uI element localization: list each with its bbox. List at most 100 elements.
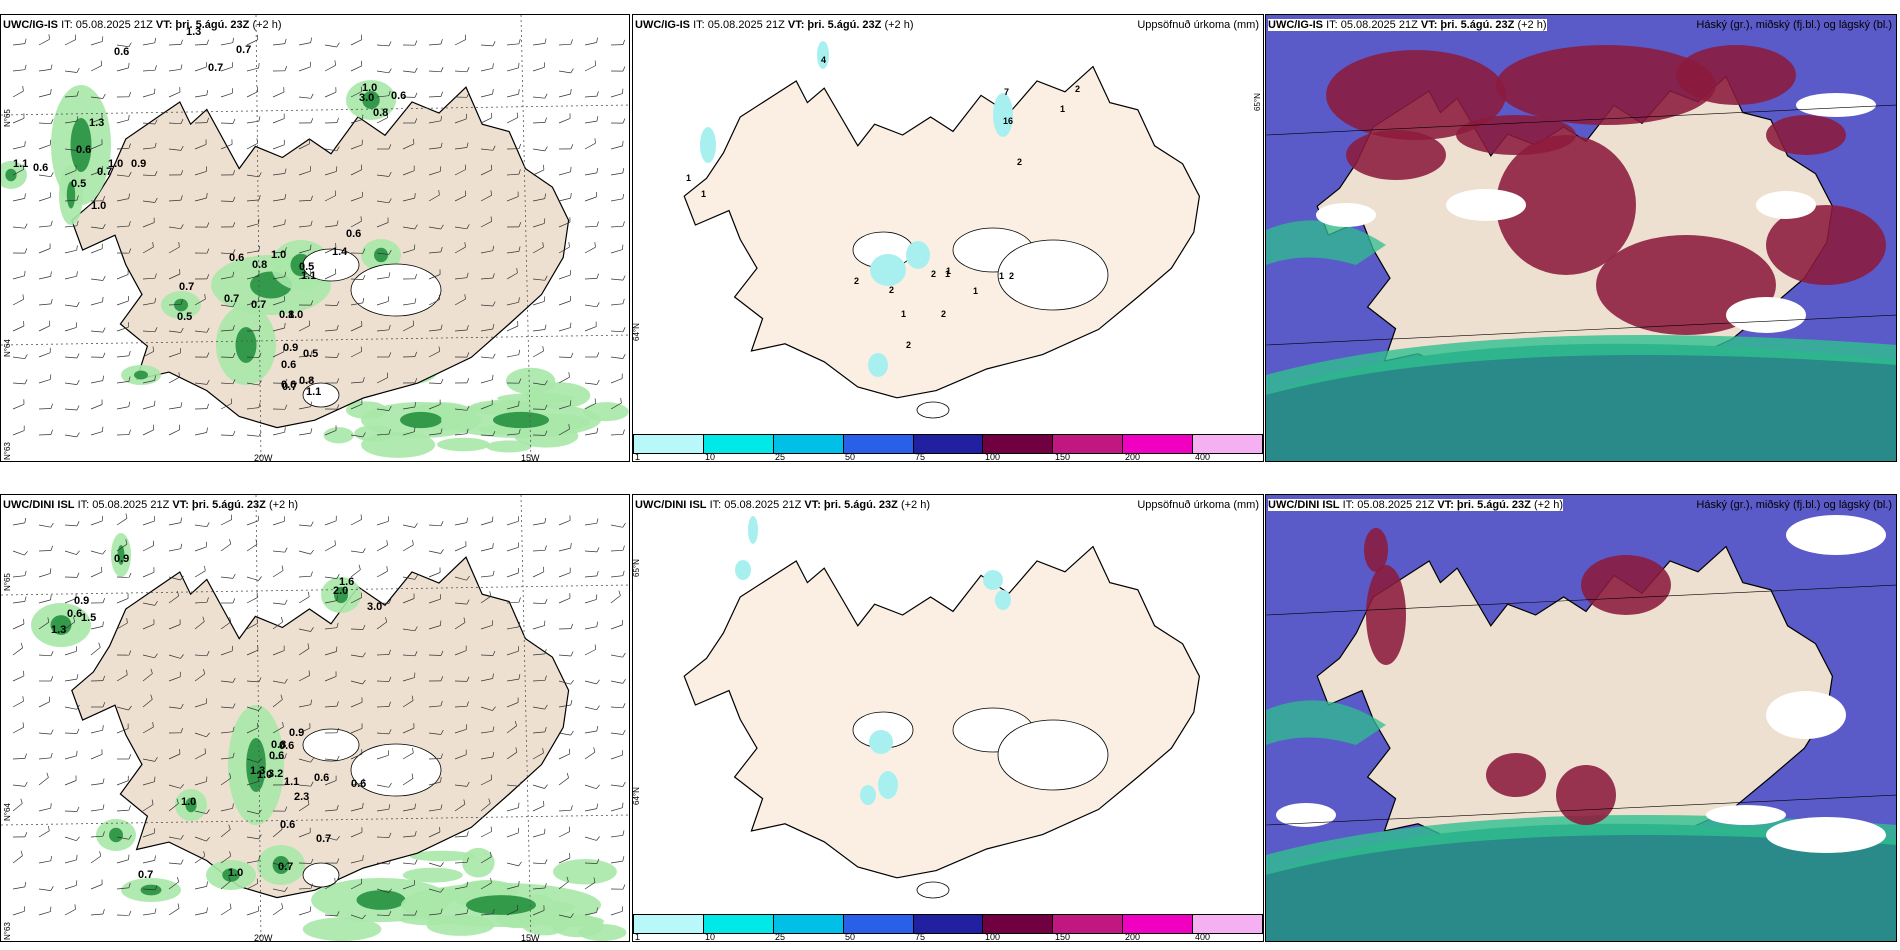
wind-barb [584,221,599,228]
wind-barb [142,346,154,358]
wind-barb [272,824,283,838]
colorbar-swatch [703,915,774,933]
precip-value: 2 [906,340,911,350]
wind-barb [350,274,366,280]
wind-barb [584,803,598,812]
precip-area [993,93,1013,137]
wind-barb [428,862,444,867]
wind-barb [532,430,548,436]
panel-title: UWC/DINI ISL IT: 05.08.2025 21Z VT: þri.… [3,499,298,511]
wind-barb [168,619,181,630]
wind-barb [90,426,104,436]
wind-barb [220,37,234,46]
panel-title: UWC/DINI ISL IT: 05.08.2025 21Z VT: þri.… [1268,499,1563,511]
glacier [302,382,340,408]
precip-area [906,241,930,269]
wind-barb [506,428,521,436]
colorbar-labels: 1 10 25 50 75 100 150 200 400 [633,932,1263,941]
wind-barb [350,191,363,202]
wind-barb [506,621,521,630]
wind-barb [298,699,312,708]
wind-barb [220,514,233,526]
wind-barb [64,728,80,734]
wind-barb [480,570,495,578]
wind-barb [480,543,494,552]
wind-barb [480,798,491,812]
wind-barb [246,618,258,630]
precip-value: 0.8 [271,739,286,751]
wind-barb [324,146,340,152]
wind-barb [194,597,209,604]
wind-barb [168,727,184,734]
precip-value: 2 [854,276,859,286]
wind-barb [220,573,236,579]
wind-barb [64,550,80,555]
wind-barb [272,547,288,553]
wind-barb [558,242,570,254]
wind-barb [480,89,494,98]
glacier [997,239,1109,311]
wind-barb [558,372,570,384]
wind-barb [506,516,520,526]
wind-barb [402,67,418,73]
wind-barb [324,515,337,526]
wind-barb [220,677,236,683]
wind-barb [558,651,574,657]
wind-barb [376,372,389,384]
wind-barb [558,876,569,890]
wind-barb [117,754,132,760]
wind-barb [584,877,596,890]
wind-barb [221,598,236,604]
precip-value: 1.0 [228,867,243,879]
wind-barb [116,910,132,916]
wind-barb [116,882,131,890]
wind-barb [610,590,621,604]
lat-label: N°63 [3,922,12,940]
lat-label: N°65 [3,573,12,591]
wind-barb [324,300,340,306]
wind-barb [298,643,310,656]
wind-barb [454,617,466,630]
wind-barb [64,521,80,527]
wind-barb [220,271,235,280]
high-cloud [1366,565,1406,665]
precip-value: 0.7 [236,44,251,56]
wind-barb [246,352,262,358]
wind-barb [376,750,390,760]
wind-barb [454,113,467,124]
wind-barb [402,244,416,254]
wind-barb [454,857,469,864]
wind-barb [116,805,131,812]
wind-barb [194,274,210,280]
wind-barb [64,165,77,176]
wind-barb [12,670,25,682]
wind-barb [168,39,183,46]
wind-barb [194,851,206,864]
boundary-line [1266,584,1896,616]
precip-value: 1.0 [91,200,106,212]
wind-barb [402,651,418,657]
wind-barb [12,832,28,838]
wind-barb [532,704,548,710]
wind-barb [272,219,286,228]
wind-barb [506,861,522,867]
precip-value: 0.7 [251,299,266,311]
wind-barb [64,34,77,46]
wind-barb [38,347,51,358]
wind-barb [376,296,390,306]
high-cloud [1326,50,1506,140]
precip-value: 2.0 [333,585,348,597]
wind-barb [402,672,416,682]
wind-barb [584,726,599,734]
wind-barb [194,166,208,176]
wind-barb [532,828,546,838]
precip-patch [402,867,463,883]
precip-patch [552,859,617,885]
wind-barb [220,398,233,410]
wind-barb [506,62,520,72]
precip-value: 0.6 [351,778,366,790]
wind-barb [506,597,521,604]
wind-barb [558,39,573,46]
colorbar-swatch [913,435,984,453]
wind-barb [168,170,184,176]
